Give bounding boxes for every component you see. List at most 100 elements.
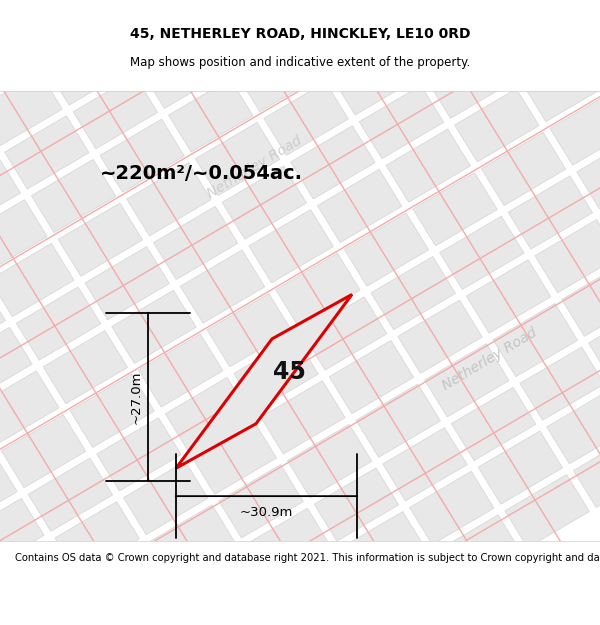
Polygon shape: [547, 391, 600, 464]
Text: Netherley Road: Netherley Road: [205, 133, 305, 201]
Polygon shape: [127, 162, 211, 236]
Text: Contains OS data © Crown copyright and database right 2021. This information is : Contains OS data © Crown copyright and d…: [15, 553, 600, 563]
Text: 45, NETHERLEY ROAD, HINCKLEY, LE10 0RD: 45, NETHERLEY ROAD, HINCKLEY, LE10 0RD: [130, 28, 470, 41]
Text: ~220m²/~0.054ac.: ~220m²/~0.054ac.: [100, 164, 303, 183]
Polygon shape: [470, 0, 554, 34]
Polygon shape: [1, 414, 86, 488]
Polygon shape: [0, 542, 71, 615]
Polygon shape: [481, 132, 566, 206]
Polygon shape: [177, 549, 262, 622]
Polygon shape: [436, 515, 521, 588]
Polygon shape: [275, 253, 360, 326]
Polygon shape: [466, 260, 551, 333]
Text: Netherley Road: Netherley Road: [440, 326, 540, 393]
Polygon shape: [176, 294, 352, 468]
Polygon shape: [413, 173, 497, 246]
Polygon shape: [207, 294, 292, 367]
Polygon shape: [496, 5, 581, 78]
Polygon shape: [451, 388, 536, 461]
Polygon shape: [341, 512, 425, 585]
Polygon shape: [0, 200, 47, 273]
Polygon shape: [245, 508, 330, 581]
Polygon shape: [43, 331, 128, 404]
Polygon shape: [211, 0, 295, 68]
Polygon shape: [332, 42, 417, 115]
Polygon shape: [0, 0, 8, 58]
Polygon shape: [0, 498, 44, 571]
Polygon shape: [0, 582, 2, 625]
Polygon shape: [166, 378, 250, 451]
Polygon shape: [142, 35, 226, 108]
Polygon shape: [505, 474, 589, 548]
Polygon shape: [410, 471, 494, 544]
Polygon shape: [82, 545, 166, 619]
Polygon shape: [46, 32, 131, 105]
Polygon shape: [70, 374, 154, 448]
Polygon shape: [299, 596, 383, 625]
Polygon shape: [55, 502, 139, 575]
Polygon shape: [383, 428, 467, 501]
Polygon shape: [574, 434, 600, 508]
Polygon shape: [139, 334, 223, 407]
Polygon shape: [0, 455, 17, 528]
Polygon shape: [0, 243, 74, 316]
Polygon shape: [260, 381, 345, 454]
Polygon shape: [386, 129, 470, 202]
Polygon shape: [192, 421, 277, 494]
Polygon shape: [565, 0, 600, 38]
Polygon shape: [169, 79, 253, 152]
Polygon shape: [0, 156, 20, 229]
Polygon shape: [124, 461, 208, 534]
Text: 45: 45: [272, 359, 305, 384]
Polygon shape: [440, 216, 524, 289]
Polygon shape: [28, 458, 113, 531]
Polygon shape: [535, 219, 600, 292]
Text: ~30.9m: ~30.9m: [240, 506, 293, 519]
Polygon shape: [204, 592, 288, 625]
Polygon shape: [0, 29, 35, 102]
Polygon shape: [100, 119, 184, 192]
Polygon shape: [73, 76, 158, 149]
Polygon shape: [0, 72, 62, 146]
Text: ~27.0m: ~27.0m: [130, 370, 143, 424]
Polygon shape: [428, 45, 512, 118]
Polygon shape: [344, 213, 428, 286]
Polygon shape: [151, 505, 235, 578]
Polygon shape: [306, 0, 390, 71]
Polygon shape: [401, 1, 485, 74]
Polygon shape: [577, 136, 600, 209]
Polygon shape: [523, 48, 600, 122]
Polygon shape: [314, 468, 398, 541]
Polygon shape: [425, 344, 509, 417]
Polygon shape: [58, 203, 143, 276]
Polygon shape: [508, 176, 593, 249]
Polygon shape: [0, 328, 32, 401]
Polygon shape: [196, 122, 280, 196]
Polygon shape: [264, 82, 348, 155]
Polygon shape: [493, 304, 578, 377]
Polygon shape: [374, 0, 458, 31]
Polygon shape: [398, 300, 482, 373]
Polygon shape: [317, 169, 402, 242]
Polygon shape: [279, 0, 364, 28]
Polygon shape: [115, 0, 199, 65]
Polygon shape: [237, 39, 322, 112]
Polygon shape: [85, 247, 169, 320]
Polygon shape: [272, 552, 357, 625]
Polygon shape: [184, 0, 268, 24]
Polygon shape: [109, 589, 193, 625]
Polygon shape: [356, 384, 440, 458]
Polygon shape: [234, 337, 318, 411]
Polygon shape: [88, 0, 173, 21]
Polygon shape: [290, 126, 375, 199]
Polygon shape: [112, 290, 196, 363]
Polygon shape: [0, 0, 77, 18]
Polygon shape: [359, 86, 443, 159]
Polygon shape: [0, 284, 5, 357]
Polygon shape: [13, 586, 98, 625]
Polygon shape: [287, 424, 372, 498]
Polygon shape: [154, 206, 238, 279]
Polygon shape: [478, 431, 563, 504]
Polygon shape: [589, 307, 600, 380]
Polygon shape: [97, 418, 181, 491]
